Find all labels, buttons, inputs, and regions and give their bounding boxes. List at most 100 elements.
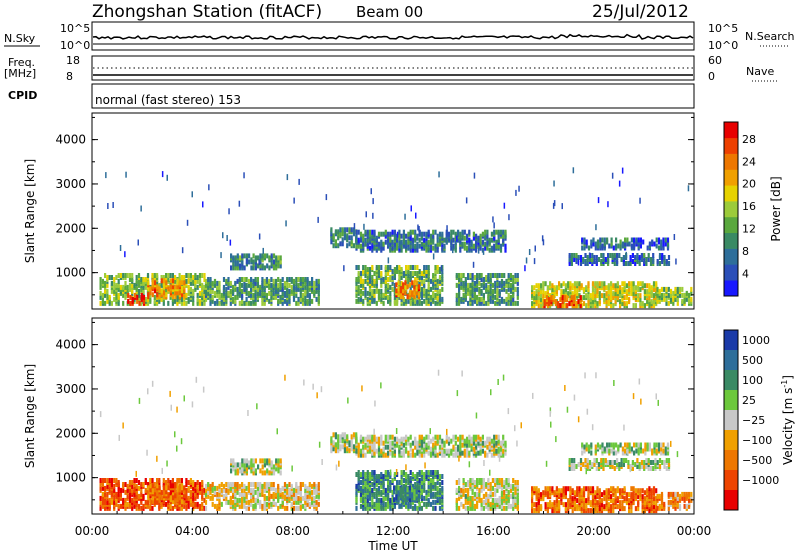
power-cell [241,277,244,282]
power-cell [232,255,235,261]
velocity-cell [355,483,358,489]
velocity-cell [413,495,416,501]
power-cell [301,277,305,282]
velocity-cell [187,485,190,491]
velocity-cell [452,444,455,450]
power-cell [436,241,439,247]
power-cell [663,261,666,266]
power-cell [297,286,300,292]
power-cell [232,284,235,290]
power-cell [552,295,555,301]
power-cell [198,290,202,296]
power-cell [192,288,195,294]
velocity-cell [144,499,147,505]
power-cell [169,273,172,278]
power-cell [104,292,107,298]
power-cell [423,288,426,294]
power-cell [236,286,239,292]
velocity-cell [201,501,204,507]
power-cell [218,284,221,290]
velocity-cell [299,503,302,509]
power-cell [478,280,481,286]
velocity-cell [468,442,471,448]
velocity-cell [286,505,289,511]
power-cell [441,231,444,237]
power-cell [254,288,257,294]
power-cell [480,288,483,294]
power-cell [281,277,284,282]
power-cell [579,295,582,301]
power-cell [621,281,624,287]
power-cell [250,286,253,292]
power-cell [113,280,116,286]
power-cell [662,241,665,247]
power-cell [494,280,497,286]
power-cell [638,261,641,266]
power-cell [198,298,202,304]
velocity-cell [393,489,396,495]
power-cell [570,295,573,301]
power-cell [315,296,318,302]
power-cell [366,290,369,296]
velocity-cell [466,452,469,458]
power-cell [486,229,489,235]
power-cell [502,237,505,243]
power-cell [213,278,217,284]
velocity-cell [352,432,356,438]
power-cell [355,229,358,235]
power-cell [384,286,387,292]
power-cell [489,277,492,282]
velocity-cell [493,446,496,452]
power-cell [270,294,273,300]
power-cell [667,300,670,306]
velocity-cell [468,434,471,440]
power-cell [371,229,374,235]
velocity-cell [263,462,266,468]
power-cell [582,257,585,262]
velocity-cell [391,495,394,501]
power-cell [512,300,515,306]
power-cell [377,231,381,237]
power-cell [362,233,365,239]
power-cell [380,231,383,237]
velocity-cell [176,491,179,497]
velocity-cell [263,505,266,511]
velocity-cell [411,440,414,446]
velocity-cell [256,497,259,503]
velocity-cell [234,491,237,497]
velocity-cell [211,482,214,487]
power-cell [368,271,372,276]
power-cell [411,229,414,235]
velocity-cell [283,482,287,487]
nsky-tick-bottom: 10^0 [60,39,90,52]
velocity-cell [382,480,385,485]
power-cell [232,265,235,271]
nave-tick-bottom: 0 [708,70,715,83]
power-cell [176,296,179,302]
velocity-cell [266,468,269,474]
velocity-cell [380,440,383,446]
velocity-cell [436,489,439,495]
power-cell [528,249,531,255]
power-cell [382,292,385,298]
velocity-cell [441,497,444,503]
power-cell [503,298,506,304]
power-cell [174,278,177,284]
power-cell [270,282,273,288]
velocity-cell [407,474,410,479]
power-cell [288,277,291,282]
velocity-cell [455,505,458,511]
power-cell [250,292,253,298]
power-cell [479,233,482,239]
power-cell [131,296,134,302]
power-cell [371,265,374,270]
power-cell [544,291,547,297]
power-cell [468,243,471,249]
power-colorbar-label: Power [dB] [769,176,783,241]
power-cell [151,278,154,284]
velocity-cell [462,487,465,493]
power-cell [420,271,423,276]
power-cell [490,245,493,251]
power-cell [637,281,640,287]
velocity-cell [425,442,428,448]
